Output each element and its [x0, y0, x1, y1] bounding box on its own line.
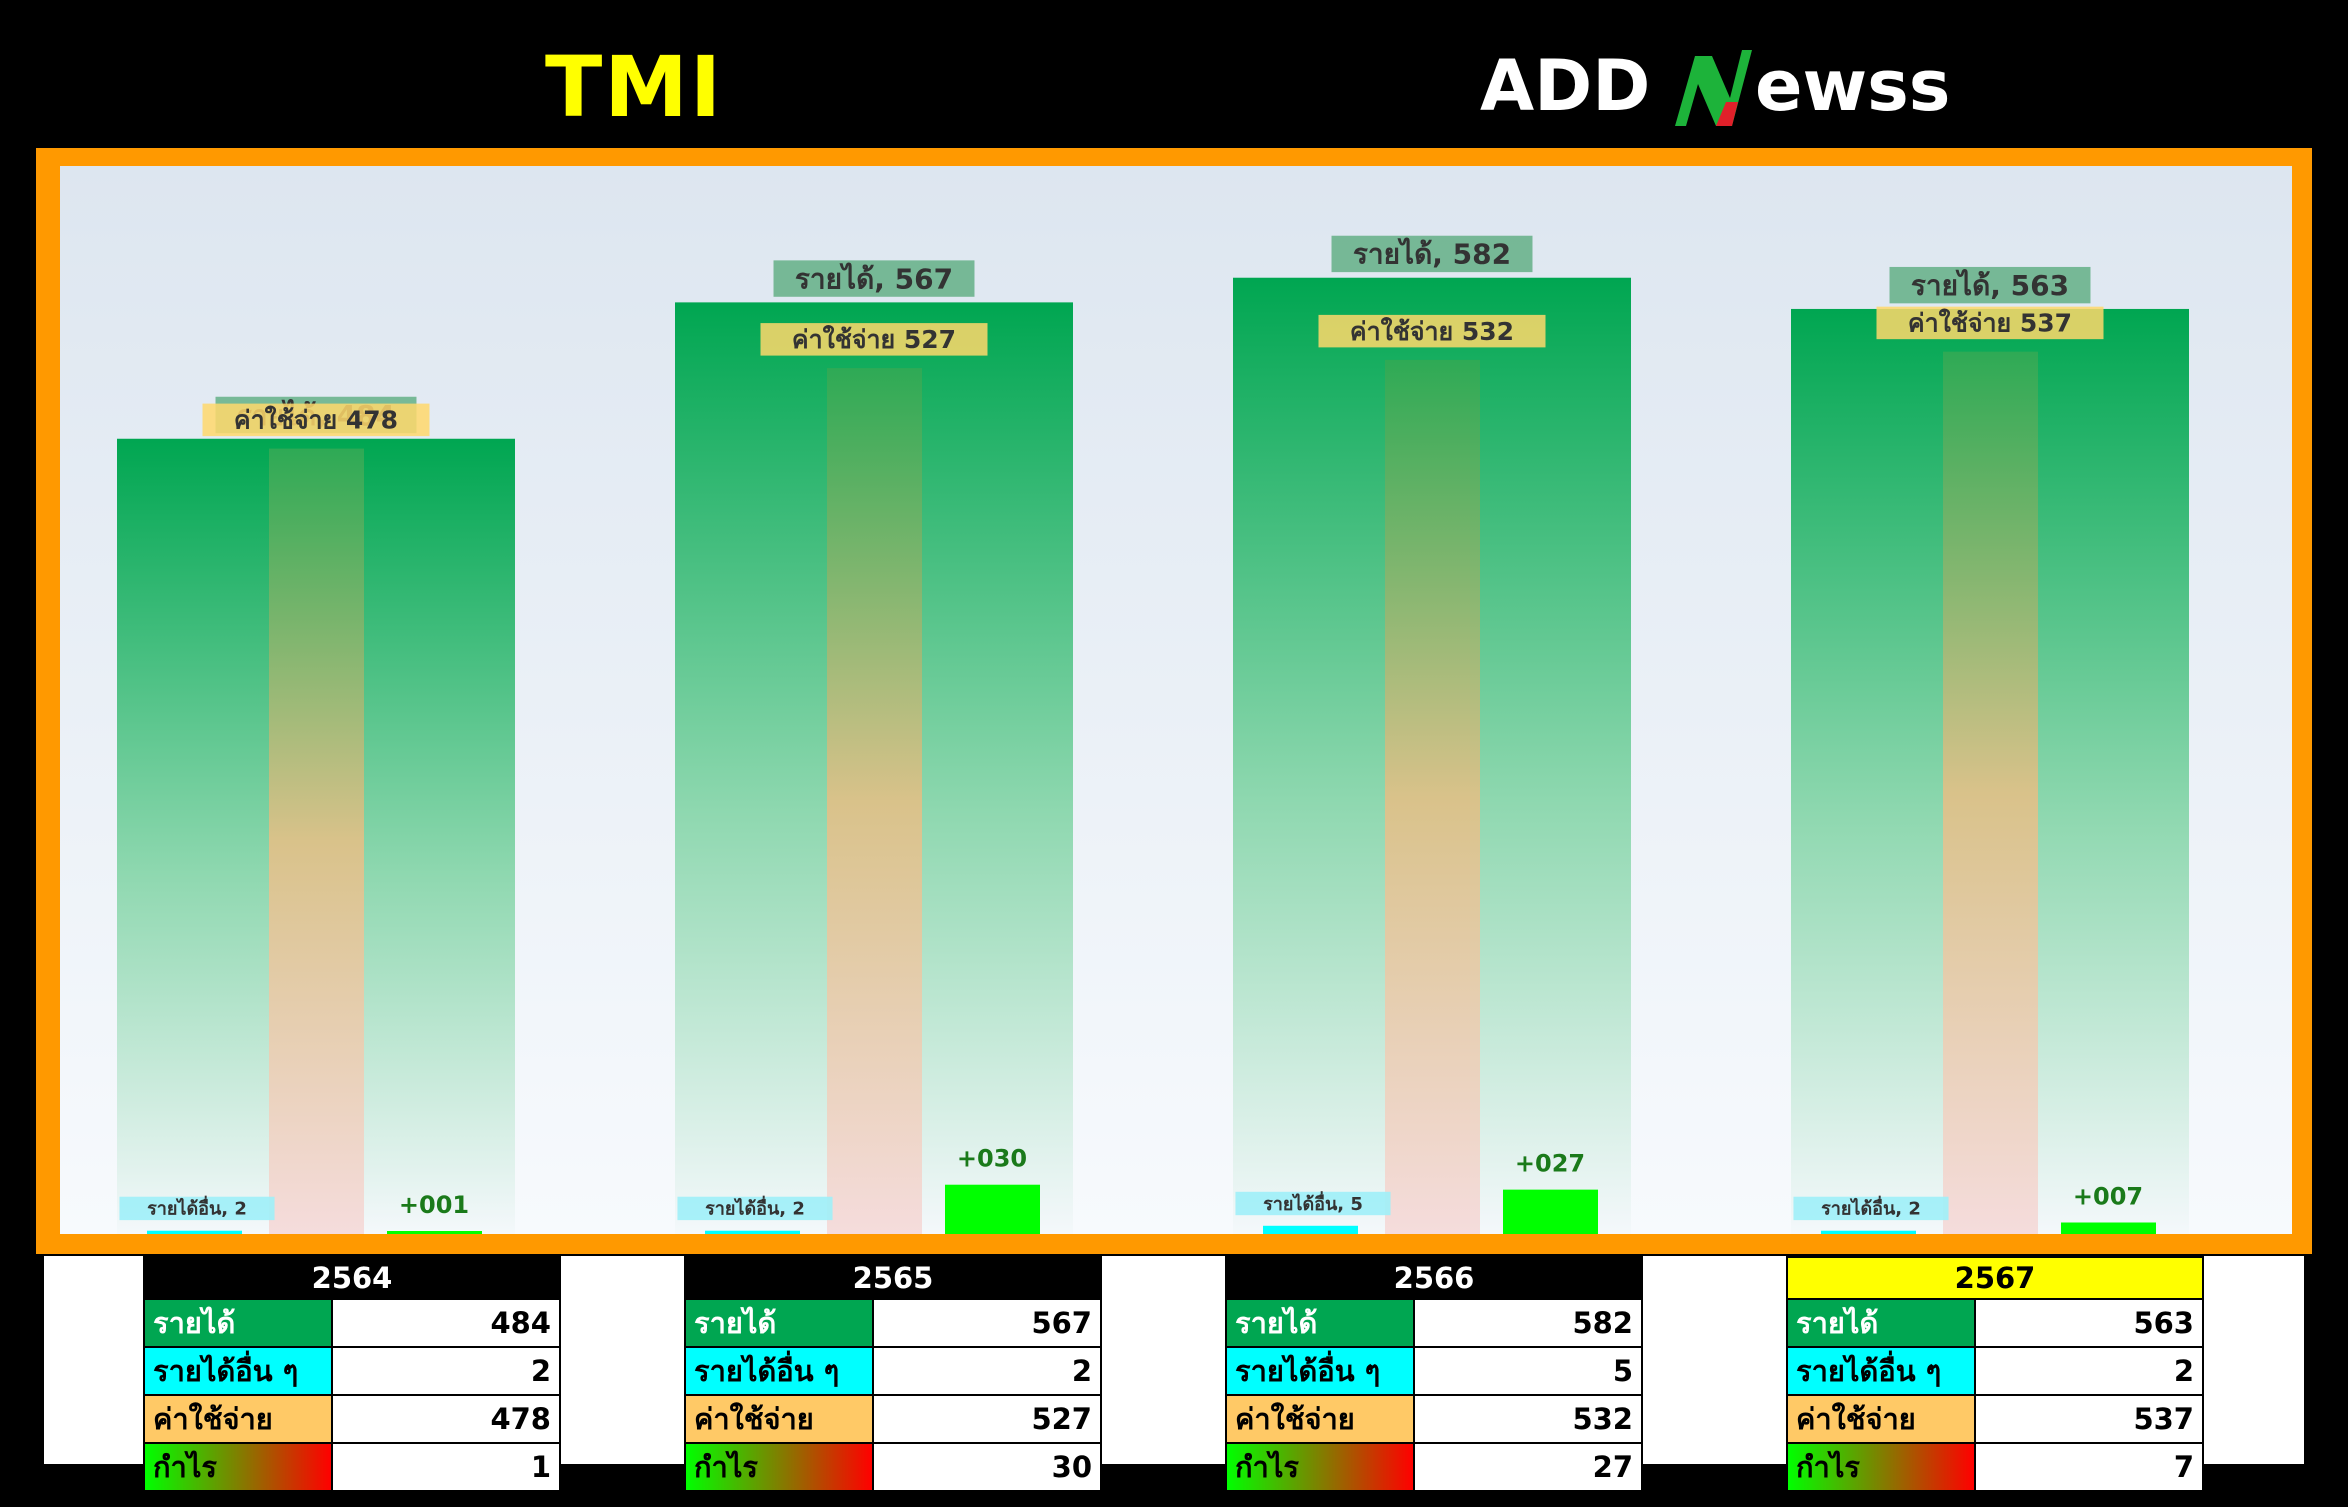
other-income-bar	[147, 1230, 242, 1234]
expense-bar	[1385, 359, 1480, 1234]
other-income-data-label-bg	[119, 1196, 275, 1221]
profit-label: กำไร	[684, 1442, 874, 1492]
profit-label: กำไร	[1786, 1442, 1976, 1492]
revenue-data-label: รายได้, 567	[795, 262, 953, 295]
profit-value: 30	[872, 1442, 1102, 1492]
svg-text:ewss: ewss	[1755, 45, 1950, 127]
expense-data-label: ค่าใช้จ่าย 532	[1350, 316, 1514, 346]
profit-data-label: +027	[1515, 1150, 1585, 1178]
revenue-value: 563	[1974, 1298, 2204, 1348]
expense-data-label-bg	[1318, 314, 1546, 348]
other-income-value: 2	[872, 1346, 1102, 1396]
expense-data-label-bg	[760, 323, 988, 356]
revenue-value: 582	[1413, 1298, 1643, 1348]
expense-data-label: ค่าใช้จ่าย 527	[792, 324, 956, 354]
revenue-data-label: รายได้, 563	[1911, 269, 2069, 302]
expense-bar	[269, 448, 364, 1234]
other-income-data-label: รายได้อื่น, 5	[1263, 1191, 1363, 1215]
expense-value: 532	[1413, 1394, 1643, 1444]
expense-data-label: ค่าใช้จ่าย 537	[1908, 308, 2072, 338]
other-income-value: 5	[1413, 1346, 1643, 1396]
year-header: 2567	[1786, 1256, 2204, 1300]
chart-title: TMI	[545, 38, 724, 136]
expense-label: ค่าใช้จ่าย	[1225, 1394, 1415, 1444]
revenue-data-label-bg	[773, 260, 975, 297]
expense-label: ค่าใช้จ่าย	[684, 1394, 874, 1444]
expense-label: ค่าใช้จ่าย	[143, 1394, 333, 1444]
revenue-label: รายได้	[684, 1298, 874, 1348]
profit-bar	[2061, 1222, 2156, 1234]
revenue-value: 484	[331, 1298, 561, 1348]
expense-data-label: ค่าใช้จ่าย 478	[234, 405, 398, 435]
profit-data-label: +001	[399, 1191, 469, 1219]
other-income-data-label-bg	[677, 1196, 833, 1221]
profit-data-label: +030	[957, 1145, 1027, 1173]
profit-bar	[1503, 1189, 1598, 1234]
expense-label: ค่าใช้จ่าย	[1786, 1394, 1976, 1444]
profit-bar	[387, 1231, 482, 1234]
expense-value: 527	[872, 1394, 1102, 1444]
profit-value: 27	[1413, 1442, 1643, 1492]
expense-data-label-bg	[202, 403, 430, 437]
expense-data-label-bg	[1876, 306, 2104, 340]
profit-label: กำไร	[143, 1442, 333, 1492]
svg-text:ADD: ADD	[1480, 45, 1650, 127]
revenue-label: รายได้	[1225, 1298, 1415, 1348]
other-income-label: รายได้อื่น ๆ	[1786, 1346, 1976, 1396]
profit-bar	[945, 1184, 1040, 1234]
addnewss-logo: ADD ewss	[1480, 45, 1950, 127]
other-income-bar	[1821, 1230, 1916, 1234]
other-income-bar	[1263, 1225, 1358, 1234]
revenue-data-label-bg	[1889, 266, 2091, 304]
profit-label: กำไร	[1225, 1442, 1415, 1492]
expense-bar	[1943, 351, 2038, 1234]
revenue-label: รายได้	[143, 1298, 333, 1348]
revenue-data-label-bg	[1331, 235, 1533, 273]
other-income-data-label-bg	[1235, 1191, 1391, 1216]
other-income-data-label-bg	[1793, 1196, 1949, 1221]
revenue-value: 567	[872, 1298, 1102, 1348]
other-income-value: 2	[1974, 1346, 2204, 1396]
other-income-bar	[705, 1230, 800, 1234]
profit-value: 1	[331, 1442, 561, 1492]
year-header: 2565	[684, 1256, 1102, 1300]
other-income-label: รายได้อื่น ๆ	[684, 1346, 874, 1396]
revenue-label: รายได้	[1786, 1298, 1976, 1348]
expense-bar	[827, 368, 922, 1234]
other-income-value: 2	[331, 1346, 561, 1396]
year-header: 2566	[1225, 1256, 1643, 1300]
expense-value: 478	[331, 1394, 561, 1444]
other-income-data-label: รายได้อื่น, 2	[1821, 1196, 1921, 1220]
other-income-data-label: รายได้อื่น, 2	[705, 1196, 805, 1220]
other-income-label: รายได้อื่น ๆ	[143, 1346, 333, 1396]
other-income-label: รายได้อื่น ๆ	[1225, 1346, 1415, 1396]
profit-value: 7	[1974, 1442, 2204, 1492]
year-header: 2564	[143, 1256, 561, 1300]
revenue-data-label: รายได้, 582	[1353, 238, 1511, 271]
expense-value: 537	[1974, 1394, 2204, 1444]
profit-data-label: +007	[2073, 1182, 2143, 1210]
other-income-data-label: รายได้อื่น, 2	[147, 1196, 247, 1220]
